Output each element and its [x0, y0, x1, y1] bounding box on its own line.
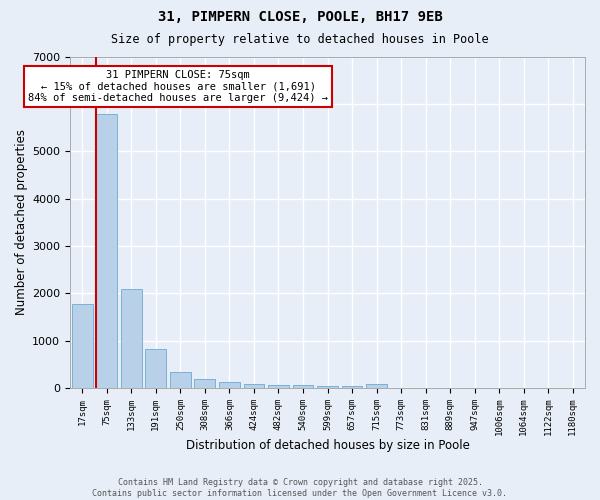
Text: 31 PIMPERN CLOSE: 75sqm
← 15% of detached houses are smaller (1,691)
84% of semi: 31 PIMPERN CLOSE: 75sqm ← 15% of detache… — [28, 70, 328, 103]
Bar — [244, 384, 265, 388]
Bar — [170, 372, 191, 388]
Bar — [293, 386, 313, 388]
Text: Size of property relative to detached houses in Poole: Size of property relative to detached ho… — [111, 32, 489, 46]
Bar — [194, 378, 215, 388]
Y-axis label: Number of detached properties: Number of detached properties — [15, 129, 28, 315]
Bar — [97, 114, 117, 388]
Bar — [145, 349, 166, 388]
Bar — [72, 304, 92, 388]
Bar — [341, 386, 362, 388]
Text: Contains HM Land Registry data © Crown copyright and database right 2025.
Contai: Contains HM Land Registry data © Crown c… — [92, 478, 508, 498]
Bar — [219, 382, 240, 388]
Bar — [268, 384, 289, 388]
Bar — [317, 386, 338, 388]
Text: 31, PIMPERN CLOSE, POOLE, BH17 9EB: 31, PIMPERN CLOSE, POOLE, BH17 9EB — [158, 10, 442, 24]
Bar — [121, 289, 142, 388]
Bar — [366, 384, 387, 388]
X-axis label: Distribution of detached houses by size in Poole: Distribution of detached houses by size … — [185, 440, 469, 452]
